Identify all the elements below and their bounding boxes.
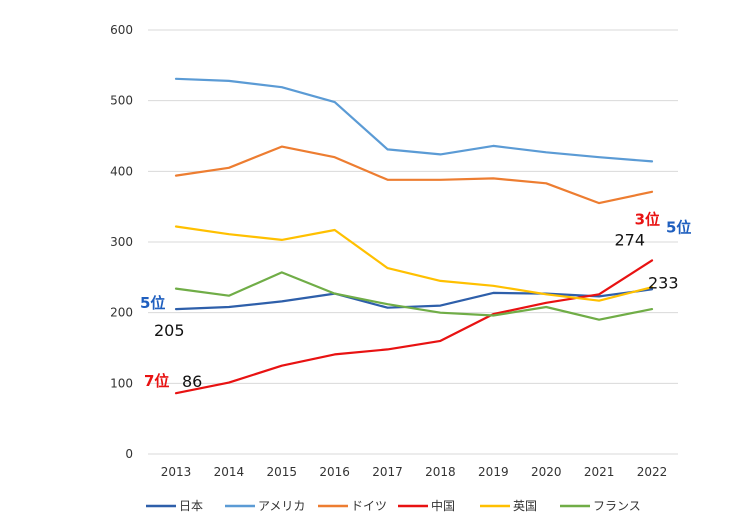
- x-tick-label-2022: 2022: [637, 465, 668, 479]
- y-axis: 0 100 200 300 400 500 600: [110, 23, 133, 461]
- x-tick-label-2019: 2019: [478, 465, 509, 479]
- y-tick-label-0: 0: [125, 447, 133, 461]
- x-tick-label-2014: 2014: [214, 465, 245, 479]
- series-line-1: [174, 77, 654, 163]
- legend-label-4: 英国: [513, 499, 537, 513]
- annotation-rank-2: 7位: [144, 372, 169, 390]
- annotation-rank-4: 3位: [635, 210, 660, 228]
- annotations: 5位 205 7位 86 3位 274 5位 233: [140, 210, 691, 391]
- y-tick-label-400: 400: [110, 164, 133, 178]
- legend-label-5: フランス: [593, 499, 641, 513]
- x-tick-label-2021: 2021: [584, 465, 615, 479]
- y-tick-label-600: 600: [110, 23, 133, 37]
- annotation-rank-6: 5位: [666, 218, 691, 236]
- series-line-0: [174, 288, 654, 311]
- x-tick-label-2017: 2017: [372, 465, 403, 479]
- x-tick-label-2020: 2020: [531, 465, 562, 479]
- legend: 日本 アメリカ ドイツ 中国 英国 フランス: [146, 498, 641, 513]
- x-tick-label-2016: 2016: [319, 465, 350, 479]
- y-tick-label-500: 500: [110, 94, 133, 108]
- annotation-value-5: 274: [614, 230, 645, 249]
- x-axis: 2013 2014 2015 2016 2017 2018 2019 2020 2021 2022: [161, 465, 668, 479]
- x-tick-label-2013: 2013: [161, 465, 192, 479]
- annotation-rank-0: 5位: [140, 294, 165, 312]
- annotation-value-3: 86: [182, 372, 202, 391]
- y-tick-label-200: 200: [110, 306, 133, 320]
- legend-label-3: 中国: [431, 498, 455, 513]
- legend-label-2: ドイツ: [351, 499, 387, 513]
- series-line-3: [174, 259, 654, 395]
- x-tick-label-2015: 2015: [267, 465, 298, 479]
- series-line-5: [174, 271, 654, 321]
- series-lines: [174, 77, 654, 395]
- y-tick-label-100: 100: [110, 376, 133, 390]
- series-line-4: [174, 225, 654, 302]
- gridlines: [148, 29, 678, 455]
- legend-label-0: 日本: [179, 499, 203, 513]
- series-line-2: [174, 145, 654, 205]
- annotation-value-7: 233: [648, 273, 679, 292]
- annotation-value-1: 205: [154, 321, 185, 340]
- x-tick-label-2018: 2018: [425, 465, 456, 479]
- y-tick-label-300: 300: [110, 235, 133, 249]
- legend-label-1: アメリカ: [258, 499, 305, 513]
